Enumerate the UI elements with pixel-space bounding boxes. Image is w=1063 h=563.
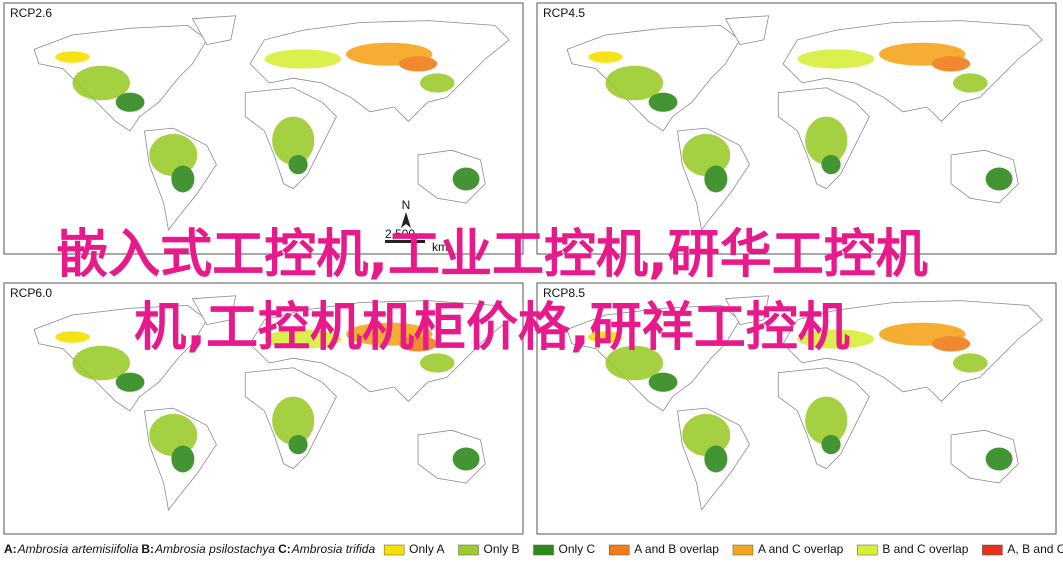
- panel-label: RCP8.5: [543, 286, 585, 300]
- legend-swatch: [383, 544, 405, 556]
- north-arrow: N 2,500 km: [385, 198, 448, 254]
- legend-swatch: [732, 544, 754, 556]
- overlay-title: 嵌入式工控机,工业工控机,研华工控机: [56, 225, 928, 285]
- overlay-title: 机,工控机机柜价格,研祥工控机: [134, 298, 850, 358]
- legend-swatch: [982, 544, 1003, 556]
- legend-label: A, B and C overlap: [1007, 542, 1063, 556]
- legend-label: Only C: [559, 542, 596, 556]
- map-panel: RCP2.6: [3, 2, 524, 255]
- scale-unit: km: [432, 240, 448, 254]
- panel-label: RCP6.0: [10, 286, 52, 300]
- panel-label: RCP2.6: [10, 6, 52, 20]
- map-panel: RCP6.0: [3, 282, 524, 535]
- legend-label: Only A: [409, 542, 444, 556]
- map-panel: RCP8.5: [536, 282, 1057, 535]
- species-letter: C:: [278, 542, 291, 556]
- legend-label: B and C overlap: [882, 542, 968, 556]
- legend: A: Ambrosia artemisiifolia B: Ambrosia psil…: [4, 542, 1063, 556]
- legend-label: A and C overlap: [758, 542, 844, 556]
- north-label: N: [402, 198, 411, 212]
- species-name: Ambrosia trifida: [291, 542, 376, 556]
- panel-label: RCP4.5: [543, 6, 585, 20]
- legend-swatch: [857, 544, 878, 556]
- map-panels: RCP2.6 RCP4.5 RCP6.0 RCP8.5: [3, 2, 1057, 535]
- scale-value: 2,500: [385, 227, 415, 241]
- species-letter: B:: [141, 542, 154, 556]
- map-panel: RCP4.5: [536, 2, 1057, 255]
- species-name: Ambrosia artemisiifolia: [17, 542, 139, 556]
- legend-swatch: [608, 544, 630, 556]
- species-name: Ambrosia psilostachya: [154, 542, 275, 556]
- legend-swatch: [533, 544, 554, 556]
- scale-bar: [385, 240, 425, 243]
- species-letter: A:: [4, 542, 17, 556]
- legend-swatch: [458, 544, 479, 556]
- legend-label: Only B: [484, 542, 520, 556]
- legend-label: A and B overlap: [634, 542, 719, 556]
